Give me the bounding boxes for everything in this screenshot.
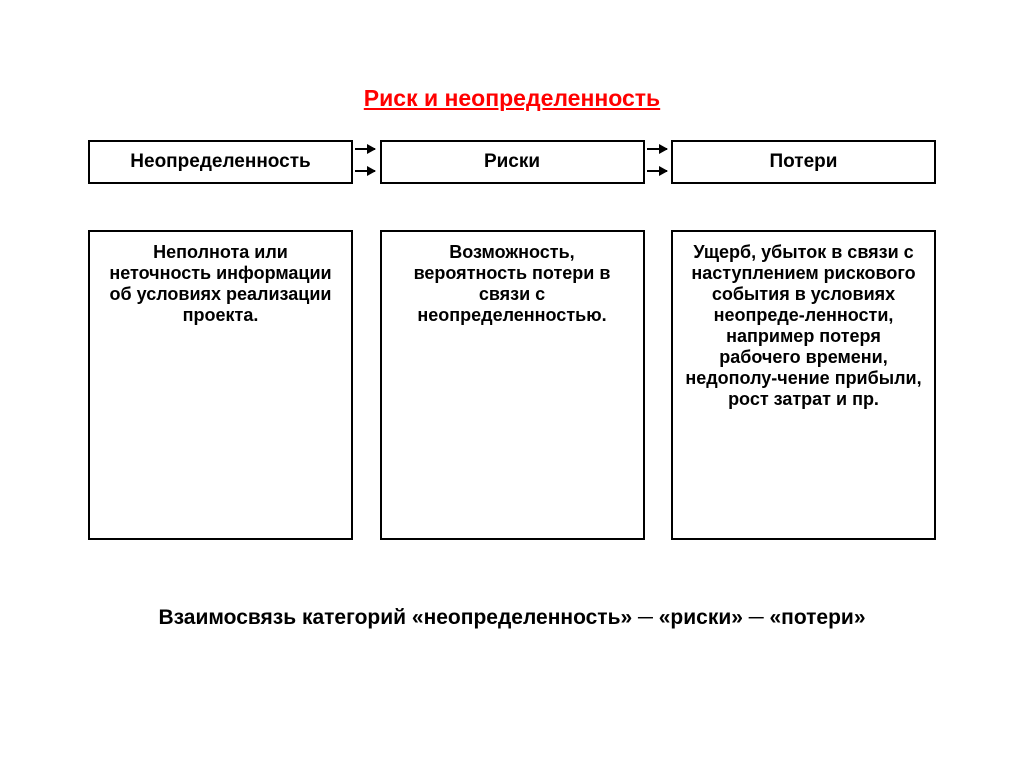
header-label: Неопределенность — [130, 151, 310, 173]
headers-row: Неопределенность Риски Потери — [0, 140, 1024, 184]
desc-box-losses: Ущерб, убыток в связи с наступлением рис… — [671, 230, 936, 540]
descriptions-row: Неполнота или неточность информации об у… — [0, 230, 1024, 540]
arrow-icon — [647, 148, 667, 150]
title-text: Риск и неопределенность — [364, 85, 660, 111]
desc-text: Возможность, вероятность потери в связи … — [414, 242, 611, 325]
desc-text: Ущерб, убыток в связи с наступлением рис… — [685, 242, 921, 409]
page-title: Риск и неопределенность — [0, 0, 1024, 140]
header-box-uncertainty: Неопределенность — [88, 140, 353, 184]
footer-caption: Взаимосвязь категорий «неопределенность»… — [0, 606, 1024, 630]
header-label: Риски — [484, 151, 540, 173]
header-box-losses: Потери — [671, 140, 936, 184]
desc-box-uncertainty: Неполнота или неточность информации об у… — [88, 230, 353, 540]
arrow-icon — [355, 170, 375, 172]
arrow-icon — [355, 148, 375, 150]
desc-text: Неполнота или неточность информации об у… — [109, 242, 331, 325]
arrow-icon — [647, 170, 667, 172]
header-label: Потери — [770, 151, 838, 173]
desc-box-risks: Возможность, вероятность потери в связи … — [380, 230, 645, 540]
header-box-risks: Риски — [380, 140, 645, 184]
footer-text: Взаимосвязь категорий «неопределенность»… — [158, 606, 865, 629]
